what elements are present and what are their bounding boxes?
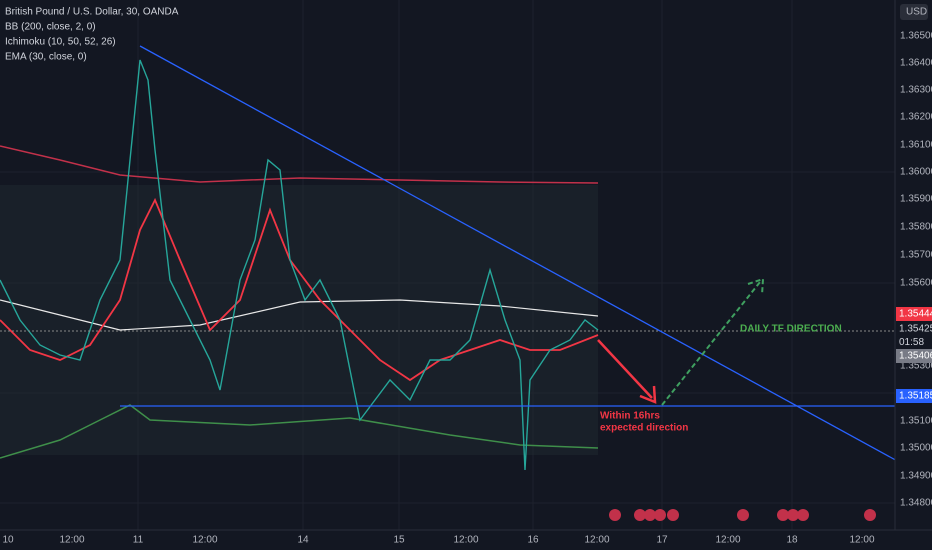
time-label: 12:00 [584, 535, 609, 546]
price-tag-label: 1.35425 [899, 324, 932, 335]
annotation: DAILY TF DIRECTION [740, 324, 842, 335]
price-label: 1.35000 [900, 443, 932, 454]
price-label: 1.36400 [900, 58, 932, 69]
legend-indicator: EMA (30, close, 0) [5, 52, 87, 63]
trendline [139, 45, 932, 481]
price-label: 1.36500 [900, 31, 932, 42]
price-tag-label: 1.35444 [899, 309, 932, 320]
price-label: 1.36000 [900, 167, 932, 178]
price-tag [896, 307, 932, 321]
price-tag-label: 01:58 [899, 337, 924, 348]
time-label: 16 [527, 535, 539, 546]
ema [0, 197, 599, 382]
annotation: Within 16hrs [600, 411, 660, 422]
time-label: 18 [786, 535, 798, 546]
time-label: 10 [2, 535, 14, 546]
price-label: 1.35300 [900, 361, 932, 372]
price-label: 1.35600 [900, 278, 932, 289]
time-label: 14 [297, 535, 309, 546]
red-arrow [597, 339, 657, 404]
price-tag-label: 1.35185 [899, 391, 932, 402]
price-tag [896, 336, 932, 349]
time-label: 11 [133, 535, 144, 546]
price-line [0, 59, 599, 471]
price-tag [896, 389, 932, 403]
event-icons [609, 509, 876, 521]
time-label: 12:00 [715, 535, 740, 546]
currency: USD [906, 7, 927, 18]
time-label: 17 [656, 535, 668, 546]
price-axis [895, 0, 932, 530]
price-label: 1.36300 [900, 85, 932, 96]
price-label: 1.36200 [900, 112, 932, 123]
price-label: 1.35100 [900, 416, 932, 427]
bb-upper [0, 145, 599, 184]
price-tag-label: 1.35406 [899, 351, 932, 362]
time-label: 12:00 [192, 535, 217, 546]
price-tag [896, 322, 932, 336]
time-label: 15 [393, 535, 405, 546]
bb-lower [0, 404, 599, 459]
band-fill [0, 185, 598, 455]
price-label: 1.34900 [900, 471, 932, 482]
green-arrow [661, 277, 765, 406]
time-label: 12:00 [59, 535, 84, 546]
price-label: 1.35700 [900, 250, 932, 261]
time-label: 12:00 [453, 535, 478, 546]
price-label: 1.35900 [900, 194, 932, 205]
bb-basis [0, 299, 599, 331]
price-label: 1.36100 [900, 140, 932, 151]
legend-indicator: Ichimoku (10, 50, 52, 26) [5, 37, 116, 48]
price-tag [896, 349, 932, 363]
legend-symbol: British Pound / U.S. Dollar, 30, OANDA [5, 7, 179, 18]
legend-indicator: BB (200, close, 2, 0) [5, 22, 96, 33]
price-label: 1.34800 [900, 498, 932, 509]
currency-box [900, 4, 928, 20]
price-label: 1.35800 [900, 222, 932, 233]
annotation: expected direction [600, 423, 688, 434]
time-label: 12:00 [849, 535, 874, 546]
